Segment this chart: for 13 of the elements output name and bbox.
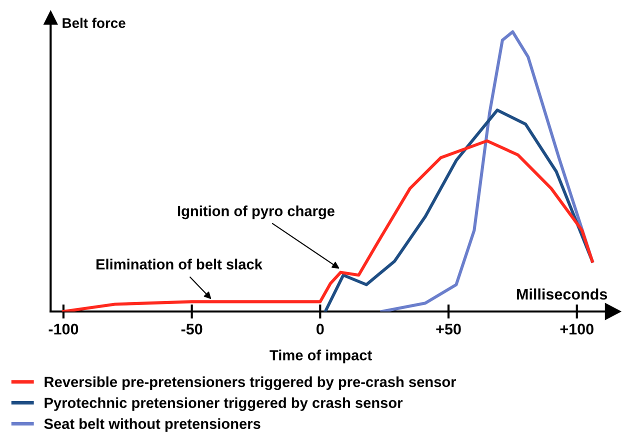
x-tick-label: +100: [560, 324, 594, 335]
x-tick-label: +50: [436, 324, 461, 335]
annotation: Ignition of pyro charge: [178, 206, 335, 220]
legend-label: Reversible pre-pretensioners triggered by pre-crash sensor: [44, 376, 456, 390]
x-tick-label: -100: [48, 324, 78, 335]
annotation: Elimination of belt slack: [96, 258, 262, 270]
y-axis-title: Belt force: [62, 18, 126, 28]
x-axis-title: Milliseconds: [517, 288, 608, 300]
legend-label: Pyrotechnic pretensioner triggered by crash sensor: [44, 397, 403, 411]
x-tick-label: 0: [316, 324, 324, 335]
x-tick-label: -50: [181, 324, 202, 335]
legend-label: Seat belt without pretensioners: [44, 418, 260, 432]
text: Time of impact: [270, 350, 372, 364]
